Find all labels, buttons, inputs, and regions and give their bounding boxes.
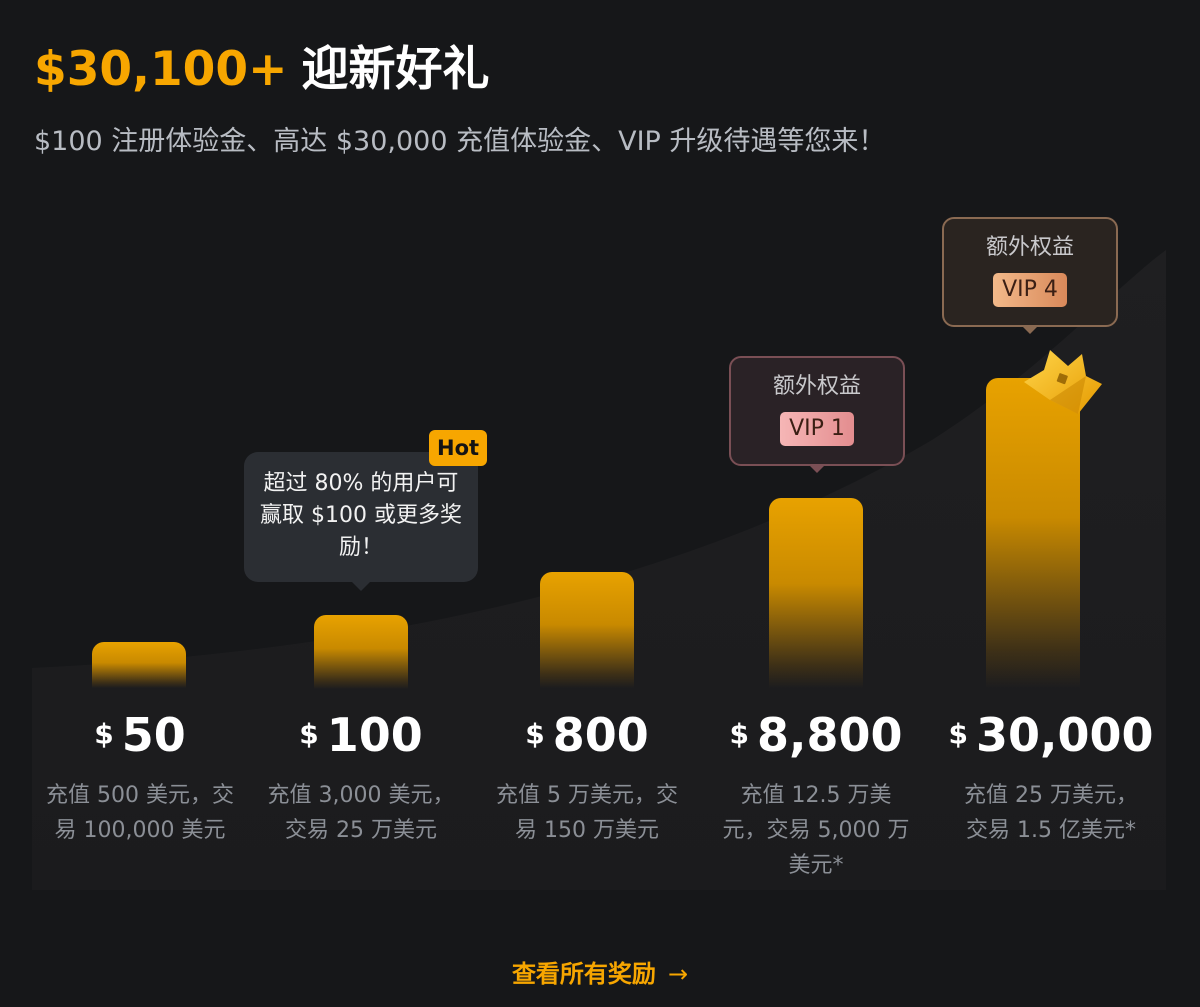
- tier-requirement: 充值 3,000 美元，交易 25 万美元: [267, 783, 455, 843]
- tier-amount: 8,800: [756, 707, 903, 762]
- currency-symbol: $: [948, 717, 968, 751]
- tier-price: $8,800: [708, 704, 924, 764]
- tier-amount: 50: [121, 707, 186, 762]
- page-subtitle: $100 注册体验金、高达 $30,000 充值体验金、VIP 升级待遇等您来！: [34, 126, 886, 157]
- crown-icon: [1024, 350, 1102, 414]
- tier-bar-3: [540, 572, 634, 688]
- tier-requirement: 充值 25 万美元，交易 1.5 亿美元*: [964, 783, 1138, 843]
- hot-tooltip-text: 超过 80% 的用户可赢取 $100 或更多奖励！: [260, 471, 462, 560]
- tier-requirement: 充值 500 美元，交易 100,000 美元: [46, 783, 234, 843]
- tooltip-pointer: [352, 582, 370, 591]
- headline-text: 迎新好礼: [301, 42, 490, 97]
- tier-amount: 100: [326, 707, 423, 762]
- currency-symbol: $: [525, 717, 545, 751]
- reward-tiers-panel: $50 充值 500 美元，交易 100,000 美元 $100 充值 3,00…: [32, 217, 1166, 890]
- tier-bar-5: [986, 378, 1080, 688]
- headline-amount: $30,100+: [34, 42, 288, 97]
- growth-curve-background: [32, 250, 1166, 890]
- tier-bar-1: [92, 642, 186, 688]
- vip-card-pointer: [1021, 325, 1039, 334]
- vip-level-badge: VIP 4: [993, 273, 1067, 307]
- currency-symbol: $: [729, 717, 749, 751]
- hot-tooltip: 超过 80% 的用户可赢取 $100 或更多奖励！: [244, 452, 478, 591]
- currency-symbol: $: [299, 717, 319, 751]
- tier-price: $50: [32, 704, 248, 764]
- tier-amount: 30,000: [975, 707, 1154, 762]
- tier-requirement: 充值 12.5 万美元，交易 5,000 万美元*: [722, 783, 910, 878]
- tier-price: $100: [253, 704, 469, 764]
- tier-card-3: $800 充值 5 万美元，交易 150 万美元: [479, 704, 695, 848]
- tier-card-2: $100 充值 3,000 美元，交易 25 万美元: [253, 704, 469, 848]
- page-title: $30,100+ 迎新好礼: [34, 38, 489, 102]
- vip-benefit-label: 额外权益: [772, 374, 861, 399]
- tier-bar-2: [314, 615, 408, 689]
- tier-bar-4: [769, 498, 863, 688]
- arrow-right-icon: →: [667, 960, 689, 988]
- vip-benefit-label: 额外权益: [985, 235, 1074, 260]
- vip-level-badge: VIP 1: [780, 412, 854, 446]
- view-all-rewards-link[interactable]: 查看所有奖励 →: [0, 950, 1200, 998]
- vip-card-pointer: [808, 464, 826, 473]
- vip1-benefit-card: 额外权益 VIP 1: [729, 356, 905, 473]
- hot-badge: Hot: [429, 430, 488, 466]
- tier-amount: 800: [552, 707, 649, 762]
- tier-card-5: $30,000 充值 25 万美元，交易 1.5 亿美元*: [943, 704, 1159, 848]
- tier-requirement: 充值 5 万美元，交易 150 万美元: [496, 783, 678, 843]
- tier-card-1: $50 充值 500 美元，交易 100,000 美元: [32, 704, 248, 848]
- cta-label: 查看所有奖励: [511, 960, 656, 988]
- tier-price: $30,000: [943, 704, 1159, 764]
- currency-symbol: $: [94, 717, 114, 751]
- vip4-benefit-card: 额外权益 VIP 4: [942, 217, 1118, 334]
- tier-card-4: $8,800 充值 12.5 万美元，交易 5,000 万美元*: [708, 704, 924, 883]
- tier-price: $800: [479, 704, 695, 764]
